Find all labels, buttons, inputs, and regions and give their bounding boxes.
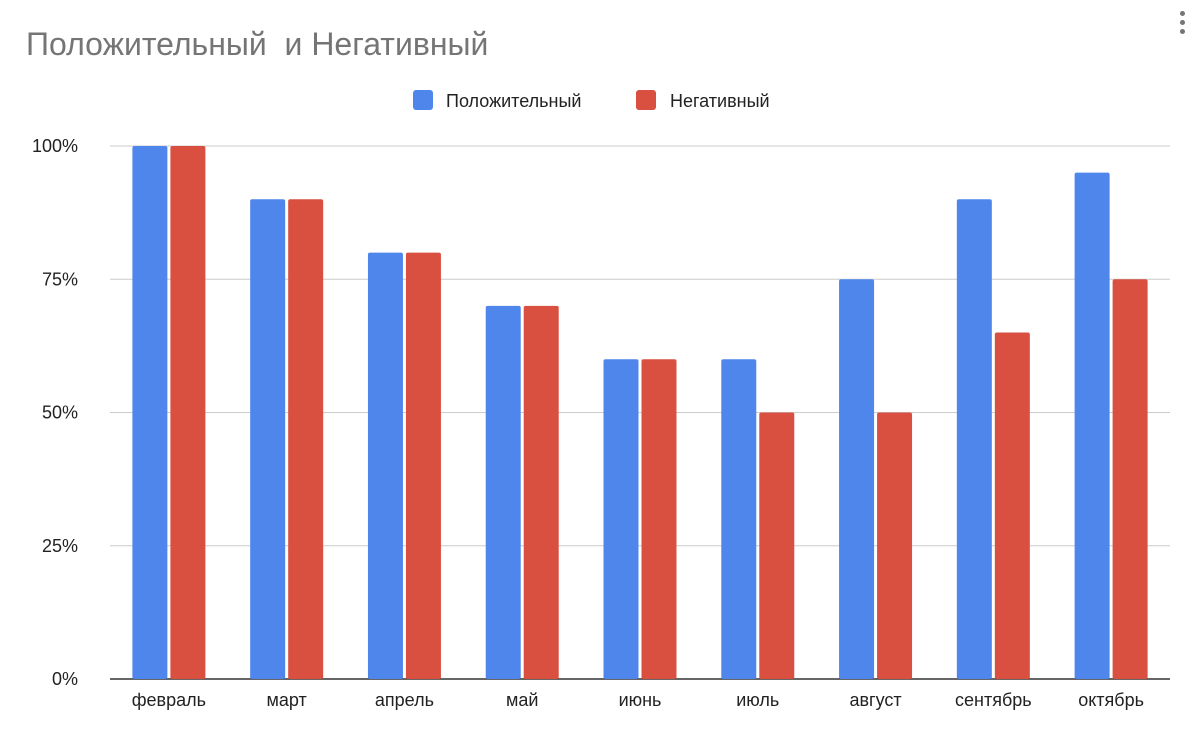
bar-negative[interactable] — [994, 332, 1030, 679]
x-tick-label: июнь — [619, 690, 662, 710]
legend-swatch[interactable] — [636, 90, 656, 110]
x-tick-label: сентябрь — [955, 690, 1032, 710]
y-tick-label: 25% — [42, 536, 78, 556]
y-tick-label: 0% — [52, 669, 78, 689]
y-tick-label: 50% — [42, 403, 78, 423]
bar-positive[interactable] — [721, 359, 757, 679]
bar-negative[interactable] — [1112, 279, 1148, 679]
x-tick-label: август — [849, 690, 901, 710]
legend-label[interactable]: Положительный — [446, 91, 581, 111]
more-vert-icon[interactable] — [1176, 8, 1188, 44]
legend-swatch[interactable] — [413, 90, 433, 110]
bar-negative[interactable] — [523, 305, 559, 679]
x-tick-label: май — [506, 690, 538, 710]
bar-positive[interactable] — [839, 279, 875, 679]
bar-negative[interactable] — [405, 252, 441, 679]
bar-negative[interactable] — [877, 412, 913, 680]
bar-positive[interactable] — [956, 199, 992, 680]
x-tick-label: февраль — [132, 690, 206, 710]
x-tick-label: март — [267, 690, 307, 710]
y-tick-label: 75% — [42, 269, 78, 289]
bar-positive[interactable] — [603, 359, 639, 679]
chart-title: Положительный и Негативный — [26, 26, 489, 62]
bar-negative[interactable] — [288, 199, 324, 680]
legend-label[interactable]: Негативный — [670, 91, 770, 111]
x-tick-label: апрель — [375, 690, 434, 710]
bar-negative[interactable] — [641, 359, 677, 679]
y-tick-label: 100% — [32, 136, 78, 156]
bar-positive[interactable] — [367, 252, 403, 679]
bar-negative[interactable] — [170, 146, 206, 679]
bar-positive[interactable] — [250, 199, 286, 680]
bar-positive[interactable] — [1074, 172, 1110, 679]
x-tick-label: октябрь — [1078, 690, 1144, 710]
bar-positive[interactable] — [132, 146, 168, 679]
x-tick-label: июль — [736, 690, 779, 710]
bar-negative[interactable] — [759, 412, 795, 680]
bar-positive[interactable] — [485, 305, 521, 679]
